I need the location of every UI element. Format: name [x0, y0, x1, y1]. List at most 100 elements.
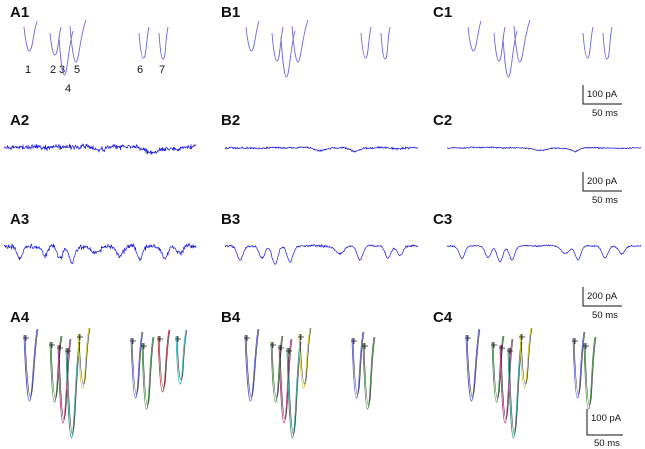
scalebar-row2: 200 pA 50 ms	[582, 172, 622, 206]
template-marker	[286, 348, 292, 354]
template-marker	[499, 345, 505, 351]
scalebar-time-label: 50 ms	[592, 310, 618, 321]
sorted-spike-trace	[175, 329, 187, 385]
sorted-spike-trace	[507, 341, 522, 439]
spike-trace	[582, 26, 594, 59]
template-marker	[583, 343, 589, 349]
panel-label-c3: C3	[433, 211, 452, 228]
template-marker	[572, 338, 578, 344]
template-marker	[175, 336, 181, 342]
scalebar-current-label: 100 pA	[587, 89, 618, 100]
template-marker	[465, 335, 471, 341]
panel-label-b1: B1	[221, 4, 240, 21]
template-marker	[298, 334, 304, 340]
panel-label-a4: A4	[10, 309, 30, 326]
template-trace	[299, 327, 312, 385]
template-marker	[244, 335, 250, 341]
template-trace	[78, 327, 91, 385]
spike-number-6: 6	[137, 64, 143, 76]
template-marker	[507, 348, 513, 354]
spike-number-5: 5	[74, 64, 80, 76]
scalebar-time-label: 50 ms	[592, 195, 618, 206]
sorted-traces-row4	[23, 327, 597, 439]
panel-label-c1: C1	[433, 4, 452, 21]
template-trace	[58, 338, 72, 420]
template-trace	[352, 331, 365, 395]
spike-traces-row1	[23, 19, 613, 78]
sorted-spike-trace	[77, 327, 90, 389]
sorted-spike-trace	[23, 328, 38, 402]
template-trace	[520, 327, 533, 385]
sorted-spike-trace	[298, 327, 311, 389]
template-trace	[158, 329, 171, 389]
template-marker	[77, 334, 83, 340]
spike-trace	[467, 20, 482, 52]
scalebar-time-label: 50 ms	[592, 108, 618, 119]
spike-trace	[280, 30, 296, 78]
scalebar-current-label: 200 pA	[587, 291, 618, 302]
spike-trace	[69, 19, 87, 63]
panel-label-c4: C4	[433, 309, 453, 326]
template-trace	[245, 328, 260, 398]
sorted-spike-trace	[244, 328, 259, 402]
template-trace	[66, 341, 81, 435]
spike-trace	[23, 20, 38, 52]
spike-trace	[58, 30, 74, 76]
panel-label-a3: A3	[10, 211, 29, 228]
template-trace	[363, 336, 376, 406]
template-trace	[508, 341, 523, 435]
sorted-spike-trace	[286, 341, 301, 439]
template-marker	[57, 345, 63, 351]
template-trace	[287, 341, 302, 435]
template-marker	[141, 343, 147, 349]
scalebar-row3: 200 pA 50 ms	[582, 287, 622, 321]
template-trace	[24, 328, 39, 398]
sorted-spike-trace	[583, 336, 596, 410]
spike-number-4: 4	[65, 83, 71, 95]
scalebar-current-label: 200 pA	[587, 176, 618, 187]
spike-trace	[380, 26, 391, 60]
template-trace	[131, 331, 144, 395]
panel-label-b4: B4	[221, 309, 241, 326]
sorted-spike-trace	[351, 331, 364, 399]
noise-trace	[224, 244, 419, 265]
sorted-spike-trace	[141, 336, 154, 410]
sorted-spike-trace	[130, 331, 143, 399]
spike-trace	[602, 26, 613, 60]
template-marker	[362, 343, 368, 349]
template-marker	[130, 338, 136, 344]
template-marker	[351, 338, 357, 344]
sorted-spike-trace	[519, 327, 532, 389]
scalebar-row1: 100 pA 50 ms	[582, 85, 622, 119]
template-trace	[176, 329, 188, 381]
panel-label-a1: A1	[10, 4, 29, 21]
template-marker	[23, 335, 29, 341]
noise-trace	[446, 244, 642, 263]
spike-trace	[158, 26, 169, 60]
template-trace	[466, 328, 481, 398]
template-marker	[157, 336, 163, 342]
scalebar-row4: 100 pA 50 ms	[586, 409, 623, 449]
template-trace	[142, 336, 155, 406]
sorted-spike-trace	[65, 341, 80, 439]
template-trace	[573, 331, 586, 395]
noise-trace	[224, 146, 419, 153]
template-trace	[584, 336, 597, 406]
scalebar-time-label: 50 ms	[594, 438, 620, 449]
noise-trace	[3, 242, 197, 265]
noise-traces-row3	[3, 242, 642, 265]
spike-number-2: 2	[50, 64, 56, 76]
noise-trace	[446, 146, 642, 153]
template-trace	[279, 338, 293, 420]
template-marker	[65, 348, 71, 354]
spike-number-1: 1	[25, 64, 31, 76]
sorted-spike-trace	[572, 331, 585, 399]
spike-trace	[502, 30, 518, 78]
template-marker	[491, 342, 497, 348]
sorted-spike-trace	[465, 328, 480, 402]
sorted-spike-trace	[157, 329, 170, 393]
spike-trace	[513, 19, 531, 63]
spike-trace	[138, 26, 150, 59]
template-marker	[519, 334, 525, 340]
